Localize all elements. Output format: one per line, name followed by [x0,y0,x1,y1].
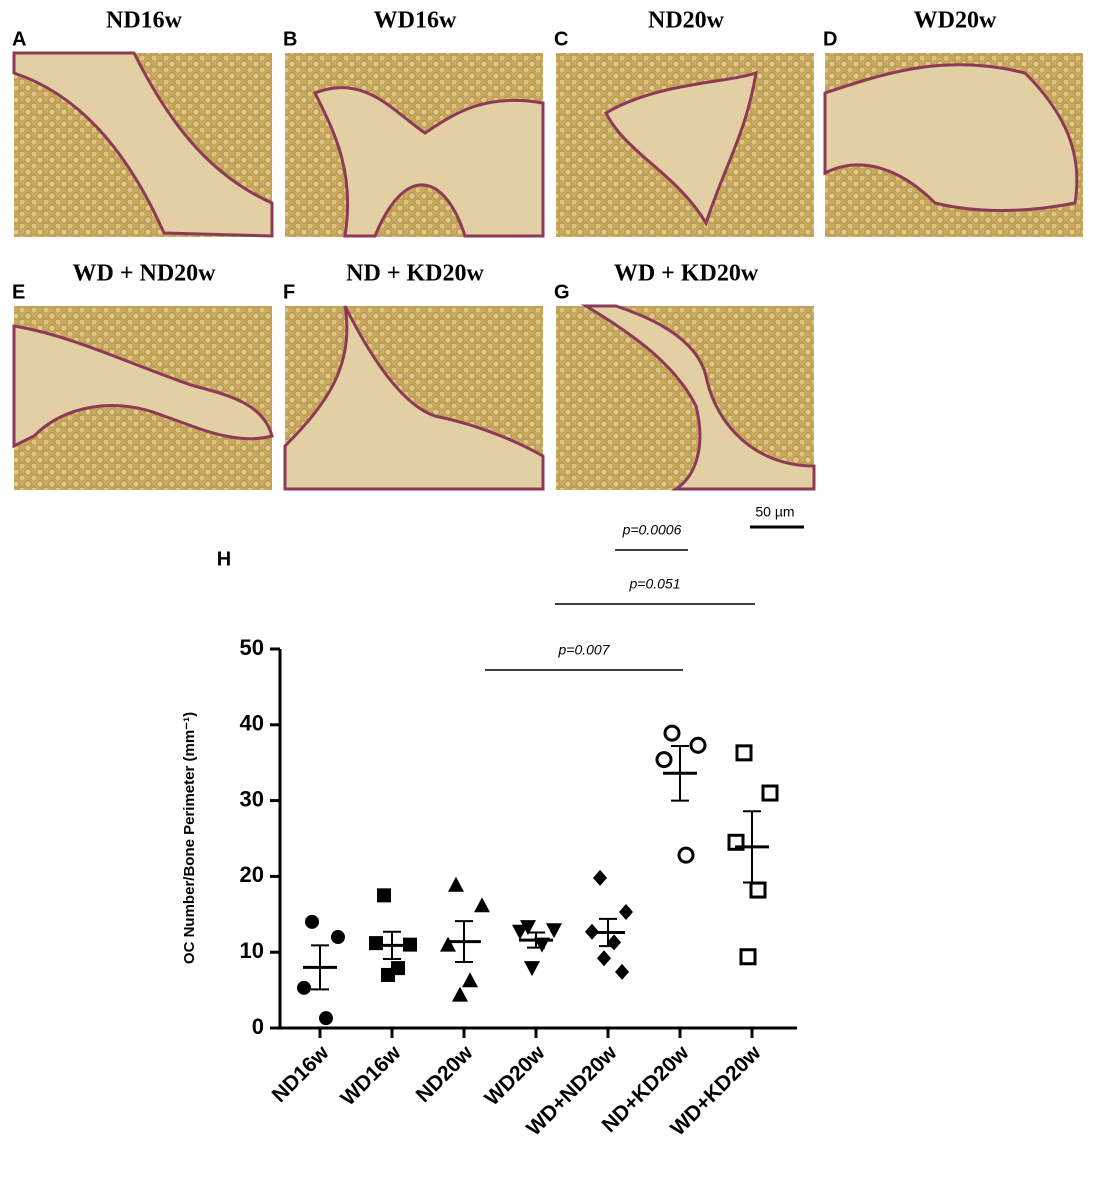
data-point [761,784,779,802]
panel-letter: E [12,281,25,303]
data-point [319,1011,333,1026]
panel-title: ND + KD20w [346,261,484,287]
y-tick-label: 50 [240,635,264,660]
x-tick-label: ND16w [268,1041,334,1107]
data-point [735,744,753,762]
bone-tissue [12,324,274,449]
y-tick-label: 40 [240,711,264,736]
bone-tissue [312,86,545,238]
data-point [689,736,707,754]
data-point [615,963,629,980]
data-point [607,934,621,951]
bone-tissue [12,51,274,238]
data-point [297,980,311,995]
panel-letter: G [554,281,570,303]
data-point [663,724,681,742]
p-value: p=0.051 [629,576,681,592]
data-point [305,914,319,929]
error-bar [599,917,617,948]
data-point [677,846,695,864]
data-point [377,888,391,903]
data-point [452,986,468,1002]
x-tick-label: WD16w [336,1041,406,1111]
panel-title: ND20w [648,8,725,34]
scale-bar-label: 50 µm [755,504,794,520]
panel-title: WD + ND20w [72,261,216,287]
data-point [448,876,464,892]
data-point [619,904,633,921]
y-tick-label: 10 [240,938,264,963]
y-tick-label: 0 [252,1014,264,1039]
error-bar [743,810,761,884]
panel-title: WD + KD20w [614,261,759,287]
panel-letter: B [283,28,297,50]
bone-tissue [823,63,1079,212]
data-point [512,924,528,940]
bone-tissue [604,70,758,227]
error-bar [671,745,689,802]
panel-label: H [217,548,231,570]
p-value: p=0.0006 [622,522,682,538]
data-point [403,937,417,952]
x-tick-label: WD20w [480,1041,550,1111]
error-bar [311,944,329,991]
y-axis-label: OC Number/Bone Perimeter (mm⁻¹) [181,712,198,964]
panel-letter: D [823,28,837,50]
error-bar [527,931,545,949]
panel-letter: A [12,28,26,50]
data-point [739,948,757,966]
data-point [749,881,767,899]
data-point [655,751,673,769]
y-tick-label: 30 [240,786,264,811]
p-value: p=0.007 [558,642,611,658]
data-point [462,972,478,988]
data-point [593,869,607,886]
data-point [369,936,383,951]
data-point [331,930,345,945]
data-point [520,920,536,936]
panel-letter: C [554,28,568,50]
bone-tissue [580,304,816,491]
data-point [440,936,456,952]
x-tick-label: ND20w [412,1041,478,1107]
data-point [524,961,540,977]
data-point [474,897,490,913]
data-point [381,967,395,982]
panel-title: WD16w [374,8,457,34]
panel-title: WD20w [914,8,997,34]
panel-letter: F [283,281,295,303]
panel-title: ND16w [106,8,183,34]
bone-tissue [283,305,545,491]
error-bar [455,920,473,964]
y-tick-label: 20 [240,862,264,887]
error-bar [383,930,401,961]
data-point [597,950,611,967]
data-point [546,923,562,939]
